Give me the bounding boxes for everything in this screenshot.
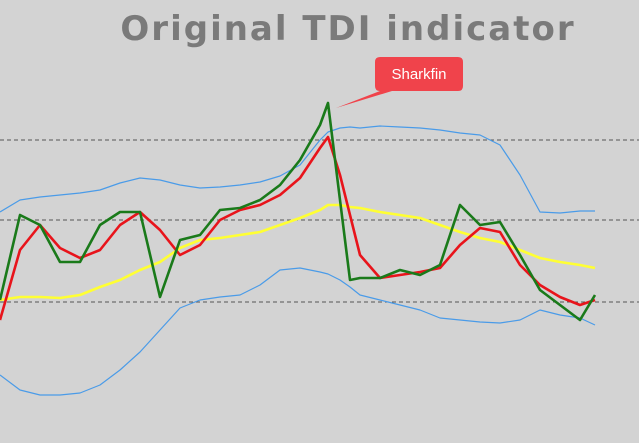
series-line [0,267,596,396]
annotation: Sharkfin [336,57,463,108]
annotation-text: Sharkfin [391,66,446,83]
series-line [0,101,597,322]
series-line [0,203,596,302]
series-line [0,125,595,214]
series-line [0,135,596,321]
chart-title: Original TDI indicator [120,9,575,49]
callout-box [336,57,463,108]
plot-area [0,101,639,396]
